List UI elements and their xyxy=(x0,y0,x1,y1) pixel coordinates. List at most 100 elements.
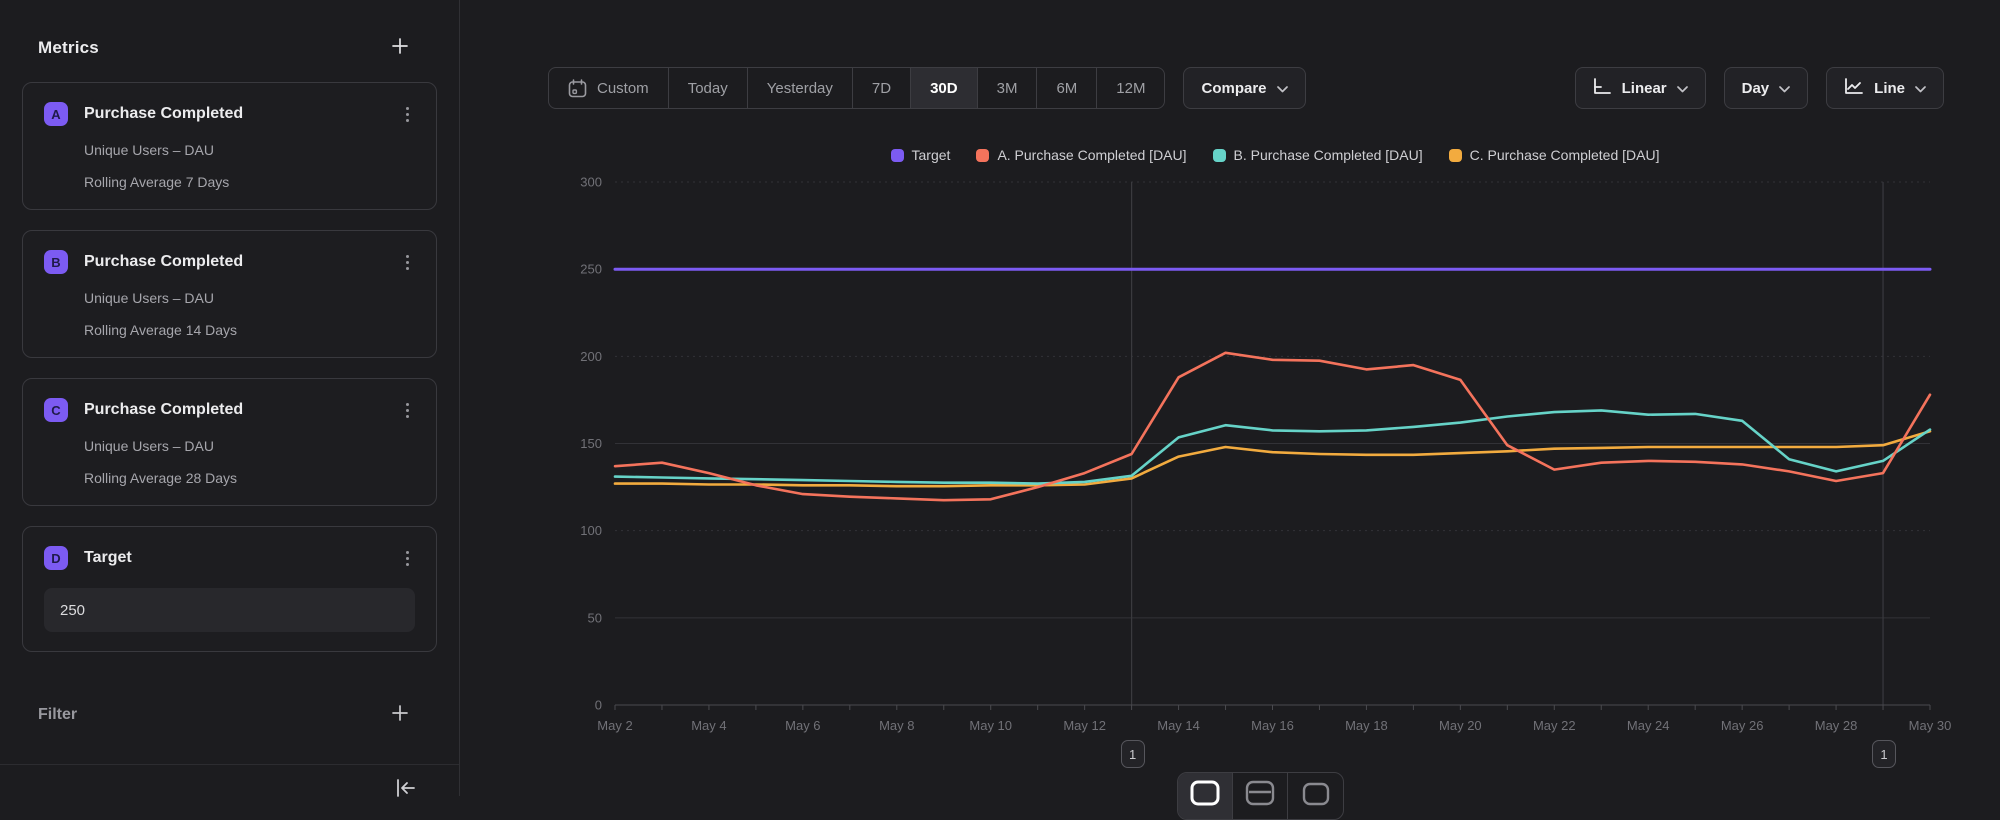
chart-legend: Target A. Purchase Completed [DAU] B. Purc… xyxy=(615,147,1935,163)
metric-rolling-average: Rolling Average 28 Days xyxy=(84,470,238,486)
range-7d[interactable]: 7D xyxy=(853,68,912,108)
range-3m[interactable]: 3M xyxy=(978,68,1038,108)
target-value-input[interactable] xyxy=(44,588,415,632)
svg-text:May 28: May 28 xyxy=(1815,718,1858,733)
metric-measure: Unique Users – DAU xyxy=(84,142,214,158)
metric-measure: Unique Users – DAU xyxy=(84,438,214,454)
legend-item[interactable]: Target xyxy=(890,147,950,163)
metric-rolling-average: Rolling Average 14 Days xyxy=(84,322,238,338)
chart-canvas: 0 50 100 150 200 250 300 May 2 May 4 May 6 May 8 Ma… xyxy=(580,175,1951,734)
metric-title: Purchase Completed xyxy=(84,253,244,270)
metric-options-button[interactable] xyxy=(400,399,415,422)
target-options-button[interactable] xyxy=(400,547,415,570)
annotation-badge[interactable]: 1 xyxy=(1872,740,1897,768)
svg-text:May 24: May 24 xyxy=(1627,718,1670,733)
svg-text:100: 100 xyxy=(580,523,602,538)
metric-card[interactable]: C Purchase Completed Unique Users – DAU … xyxy=(22,378,437,506)
target-card[interactable]: D Target xyxy=(22,526,437,652)
svg-text:0: 0 xyxy=(595,698,602,713)
chart-type-selector-button[interactable]: Line xyxy=(1826,67,1944,109)
plus-icon xyxy=(391,37,409,58)
metric-card[interactable]: B Purchase Completed Unique Users – DAU … xyxy=(22,230,437,358)
sidebar: Metrics A Purchase Completed Unique User… xyxy=(0,0,460,797)
metric-letter-badge: A xyxy=(44,102,68,126)
scale-selector-button[interactable]: Linear xyxy=(1574,67,1706,109)
svg-text:May 14: May 14 xyxy=(1157,718,1200,733)
large-chart-icon xyxy=(1190,780,1220,809)
range-yesterday[interactable]: Yesterday xyxy=(748,68,853,108)
chevron-down-icon xyxy=(1276,80,1288,97)
metric-card[interactable]: A Purchase Completed Unique Users – DAU … xyxy=(22,82,437,210)
metric-options-button[interactable] xyxy=(400,103,415,126)
svg-text:May 20: May 20 xyxy=(1439,718,1482,733)
svg-text:300: 300 xyxy=(580,175,602,190)
svg-text:50: 50 xyxy=(588,610,602,625)
range-30d[interactable]: 30D xyxy=(911,68,978,108)
metric-measure: Unique Users – DAU xyxy=(84,290,214,306)
kebab-icon xyxy=(406,402,409,418)
main-panel: Custom Today Yesterday 7D 30D 3M 6M 12M Compare… xyxy=(460,0,2000,820)
legend-item[interactable]: B. Purchase Completed [DAU] xyxy=(1212,147,1423,163)
svg-text:May 12: May 12 xyxy=(1063,718,1106,733)
range-12m[interactable]: 12M xyxy=(1097,68,1164,108)
add-metric-button[interactable] xyxy=(387,33,413,62)
medium-chart-icon xyxy=(1245,780,1275,809)
legend-item[interactable]: C. Purchase Completed [DAU] xyxy=(1448,147,1659,163)
range-today[interactable]: Today xyxy=(669,68,748,108)
svg-text:May 6: May 6 xyxy=(785,718,820,733)
chevron-down-icon xyxy=(1915,80,1926,97)
chevron-down-icon xyxy=(1779,80,1791,97)
sidebar-header: Metrics xyxy=(0,0,459,62)
svg-text:250: 250 xyxy=(580,262,602,277)
svg-text:May 8: May 8 xyxy=(879,718,914,733)
metric-letter-badge: C xyxy=(44,398,68,422)
svg-text:May 10: May 10 xyxy=(969,718,1012,733)
chart-size-large-button[interactable] xyxy=(1178,773,1233,819)
svg-text:May 4: May 4 xyxy=(691,718,726,733)
svg-text:May 22: May 22 xyxy=(1533,718,1576,733)
line-chart-icon xyxy=(1844,77,1864,99)
filter-section: Filter xyxy=(0,672,459,729)
kebab-icon xyxy=(406,106,409,122)
add-filter-button[interactable] xyxy=(387,700,413,729)
target-letter-badge: D xyxy=(44,546,68,570)
granularity-selector-button[interactable]: Day xyxy=(1723,67,1809,109)
svg-text:150: 150 xyxy=(580,436,602,451)
date-range-selector: Custom Today Yesterday 7D 30D 3M 6M 12M xyxy=(548,67,1166,109)
compare-button[interactable]: Compare xyxy=(1183,67,1306,109)
metric-title: Purchase Completed xyxy=(84,401,244,418)
chart-size-medium-button[interactable] xyxy=(1233,773,1288,819)
svg-text:May 26: May 26 xyxy=(1721,718,1764,733)
chart-size-small-button[interactable] xyxy=(1288,773,1343,819)
plus-icon xyxy=(391,704,409,725)
line-chart[interactable]: 0 50 100 150 200 250 300 May 2 May 4 May 6 May 8 Ma… xyxy=(545,170,1951,770)
legend-item[interactable]: A. Purchase Completed [DAU] xyxy=(976,147,1187,163)
svg-text:May 18: May 18 xyxy=(1345,718,1388,733)
kebab-icon xyxy=(406,550,409,566)
target-title: Target xyxy=(84,549,132,566)
svg-text:May 16: May 16 xyxy=(1251,718,1294,733)
metric-rolling-average: Rolling Average 7 Days xyxy=(84,174,230,190)
calendar-icon xyxy=(568,78,587,98)
svg-text:200: 200 xyxy=(580,349,602,364)
metric-letter-badge: B xyxy=(44,250,68,274)
chevron-down-icon xyxy=(1676,80,1688,97)
metric-options-button[interactable] xyxy=(400,251,415,274)
chart-size-toggle xyxy=(1177,772,1344,820)
svg-text:May 2: May 2 xyxy=(597,718,632,733)
legend-swatch xyxy=(890,148,904,162)
collapse-left-icon xyxy=(395,779,417,801)
range-6m[interactable]: 6M xyxy=(1037,68,1098,108)
range-custom[interactable]: Custom xyxy=(549,68,669,108)
collapse-sidebar-button[interactable] xyxy=(393,776,419,803)
kebab-icon xyxy=(406,254,409,270)
svg-text:May 30: May 30 xyxy=(1909,718,1952,733)
sidebar-divider xyxy=(0,764,459,765)
metric-card-list: A Purchase Completed Unique Users – DAU … xyxy=(0,62,459,506)
chart-toolbar: Custom Today Yesterday 7D 30D 3M 6M 12M Compare… xyxy=(548,67,1944,109)
metrics-heading: Metrics xyxy=(38,37,99,57)
annotation-badge[interactable]: 1 xyxy=(1120,740,1145,768)
metric-title: Purchase Completed xyxy=(84,105,244,122)
filter-heading: Filter xyxy=(38,705,78,723)
